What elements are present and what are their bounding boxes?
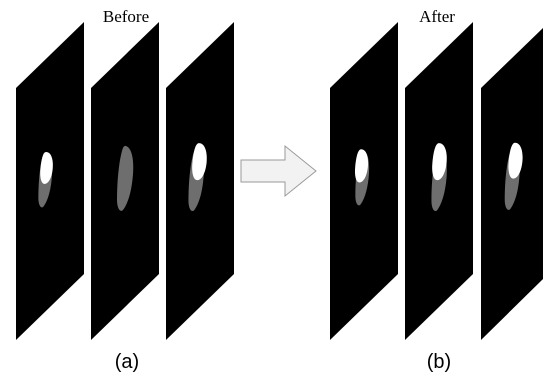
panel-b-caption: (b) [427, 351, 451, 373]
panel-b-title: After [419, 7, 455, 26]
slice-before-1 [16, 22, 84, 340]
slice-before-3 [166, 22, 234, 340]
slice-after-1 [330, 22, 398, 340]
panel-a [16, 22, 234, 340]
slice-before-2 [91, 22, 159, 340]
panel-a-title: Before [103, 7, 149, 26]
right-arrow-icon [240, 144, 317, 198]
slice-after-3 [481, 28, 543, 340]
panel-a-caption: (a) [115, 351, 139, 373]
panel-b [330, 22, 543, 340]
slice-after-2 [405, 22, 473, 340]
